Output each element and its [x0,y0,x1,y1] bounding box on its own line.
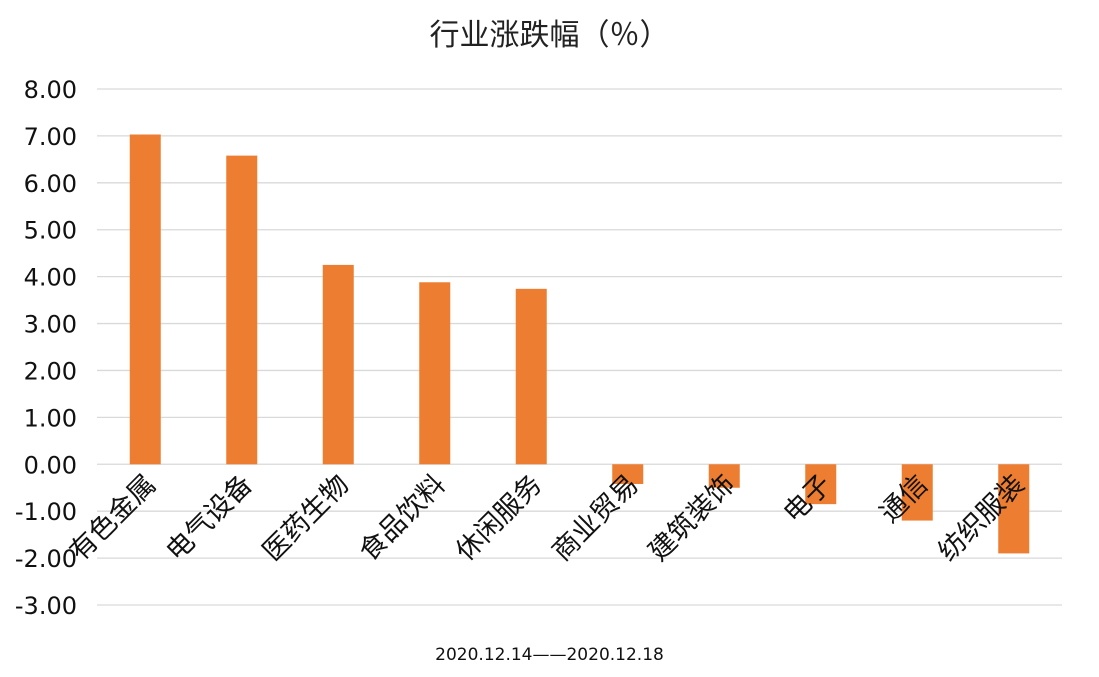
date-range-footnote: 2020.12.14——2020.12.18 [435,645,664,665]
y-tick-label: 2.00 [24,357,77,385]
bar-6 [708,464,740,488]
y-tick-label: 1.00 [24,404,77,432]
category-label: 建筑装饰 [643,469,741,567]
bar-7 [805,464,837,505]
category-label: 电气设备 [160,469,258,567]
bar-0 [129,134,161,465]
y-tick-label: 0.00 [24,451,77,479]
y-tick-label: -3.00 [15,592,77,620]
y-tick-label: 3.00 [24,311,77,339]
y-axis-ticks: 8.00 7.00 6.00 5.00 4.00 3.00 2.00 1.00 0.00 -1.0… [15,76,77,620]
category-label: 商业贸易 [546,469,644,567]
bar-2 [322,264,354,465]
category-label: 医药生物 [257,469,355,567]
bar-5 [612,464,644,484]
y-tick-label: -1.00 [15,498,77,526]
bar-1 [226,155,258,465]
bar-8 [901,464,933,521]
chart-title: 行业涨跌幅（％） [429,18,670,53]
y-tick-label: 4.00 [24,264,77,292]
bars [129,134,1030,554]
y-tick-label: -2.00 [15,545,77,573]
category-label: 有色金属 [64,469,162,567]
category-label: 休闲服务 [450,469,548,567]
category-label: 食品饮料 [353,469,451,567]
bar-9 [998,464,1030,554]
bar-4 [515,288,547,465]
bar-3 [419,282,451,465]
y-tick-label: 7.00 [24,123,77,151]
y-tick-label: 8.00 [24,76,77,104]
y-tick-label: 5.00 [24,217,77,245]
y-tick-label: 6.00 [24,170,77,198]
gridlines [97,88,1062,606]
